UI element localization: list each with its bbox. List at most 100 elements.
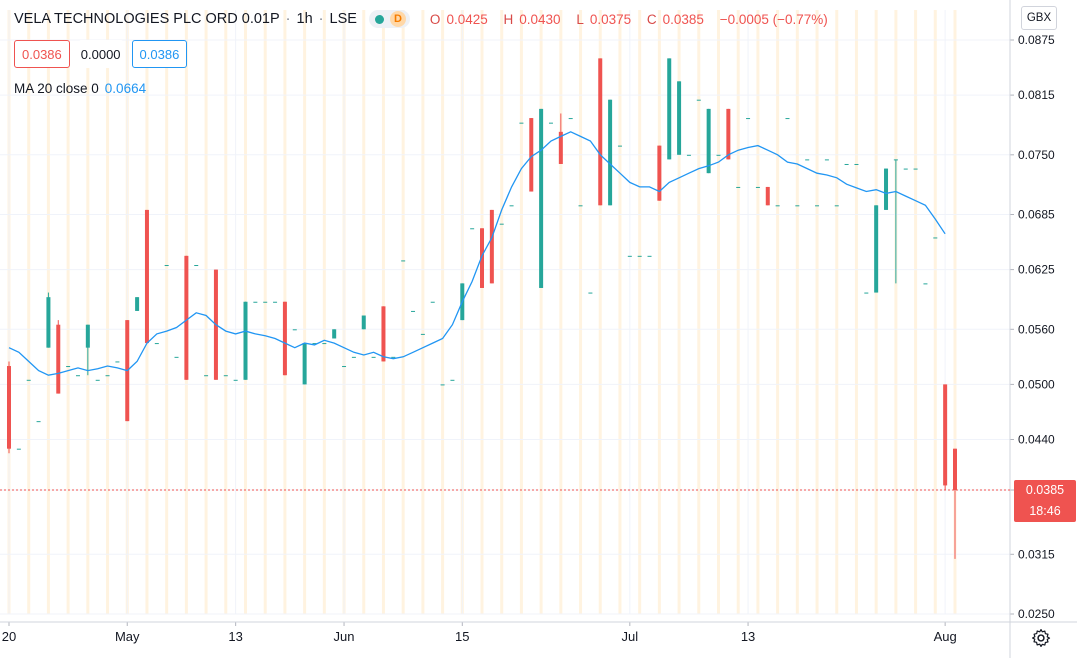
candle[interactable] [144, 209, 149, 344]
candle[interactable] [430, 301, 435, 303]
candle[interactable] [36, 421, 41, 423]
ma-line[interactable] [8, 131, 946, 376]
candle[interactable] [391, 356, 396, 358]
candle[interactable] [598, 58, 603, 206]
candle[interactable] [194, 265, 199, 267]
candle[interactable] [292, 329, 297, 331]
candle[interactable] [874, 205, 879, 293]
candle[interactable] [746, 118, 751, 120]
candle[interactable] [302, 343, 307, 385]
candle[interactable] [7, 361, 11, 454]
candle[interactable] [174, 356, 179, 358]
candle[interactable] [470, 228, 475, 230]
candle[interactable] [637, 255, 642, 257]
candle[interactable] [282, 301, 287, 376]
candle[interactable] [548, 122, 553, 124]
indicator-label[interactable]: MA 20 close 0 [14, 81, 99, 96]
candle[interactable] [371, 356, 376, 358]
candle[interactable] [243, 301, 248, 380]
candle[interactable] [558, 113, 563, 164]
bid-price-box[interactable]: 0.0386 [14, 40, 70, 68]
candle[interactable] [440, 384, 445, 386]
candle[interactable] [775, 205, 780, 207]
candle[interactable] [785, 118, 790, 120]
candle[interactable] [253, 301, 258, 303]
candle[interactable] [519, 122, 524, 124]
gear-icon[interactable] [1030, 627, 1052, 649]
candle[interactable] [953, 448, 957, 559]
candle[interactable] [361, 315, 366, 330]
candle[interactable] [115, 361, 120, 363]
candle[interactable] [529, 118, 534, 192]
interval-label[interactable]: 1h [296, 11, 313, 27]
candle[interactable] [834, 205, 839, 207]
candle[interactable] [884, 168, 889, 210]
candle[interactable] [105, 375, 110, 377]
candle[interactable] [184, 255, 189, 380]
symbol-header[interactable]: VELA TECHNOLOGIES PLC ORD 0.01P · 1h · L… [14, 8, 834, 30]
candle[interactable] [56, 320, 61, 394]
candle[interactable] [568, 118, 573, 120]
candle[interactable] [16, 448, 21, 450]
candle[interactable] [312, 343, 317, 345]
ask-price-box[interactable]: 0.0386 [131, 40, 188, 68]
candle[interactable] [647, 255, 652, 257]
candle[interactable] [588, 292, 593, 294]
candle[interactable] [26, 379, 31, 381]
candle[interactable] [627, 255, 632, 257]
candle[interactable] [499, 223, 504, 225]
candle[interactable] [164, 265, 169, 267]
candle[interactable] [381, 306, 386, 362]
candle[interactable] [95, 379, 100, 381]
currency-button[interactable]: GBX [1021, 6, 1057, 30]
candle[interactable] [273, 301, 278, 303]
candle[interactable] [85, 324, 90, 376]
candle[interactable] [480, 228, 484, 288]
candle[interactable] [263, 301, 268, 303]
candle[interactable] [351, 356, 356, 358]
candle[interactable] [933, 237, 938, 239]
candle[interactable] [726, 108, 731, 160]
candle[interactable] [204, 375, 209, 377]
candle[interactable] [913, 168, 918, 170]
candle[interactable] [509, 205, 514, 207]
candle[interactable] [66, 366, 71, 368]
candle[interactable] [716, 154, 721, 156]
candle[interactable] [765, 186, 770, 206]
candle[interactable] [46, 292, 51, 348]
candle[interactable] [657, 145, 662, 201]
candle[interactable] [893, 159, 898, 284]
candle[interactable] [755, 186, 760, 188]
candle[interactable] [706, 108, 711, 174]
candle[interactable] [420, 333, 425, 335]
candle[interactable] [332, 329, 337, 339]
candle[interactable] [75, 375, 80, 377]
candle[interactable] [686, 154, 691, 156]
candle[interactable] [401, 260, 406, 262]
candle[interactable] [342, 366, 347, 368]
candle[interactable] [322, 343, 327, 345]
candle[interactable] [824, 159, 829, 161]
candle[interactable] [411, 310, 416, 312]
candle[interactable] [677, 81, 682, 155]
candle[interactable] [923, 283, 928, 285]
candle[interactable] [608, 99, 613, 206]
candle[interactable] [696, 99, 701, 101]
candle[interactable] [617, 145, 622, 147]
candle[interactable] [135, 297, 140, 311]
candle[interactable] [943, 384, 948, 491]
candle[interactable] [233, 379, 238, 381]
candle[interactable] [223, 375, 228, 377]
candle[interactable] [578, 205, 583, 207]
candle[interactable] [795, 205, 800, 207]
market-status[interactable]: D [368, 10, 410, 28]
candle[interactable] [539, 108, 544, 288]
candle[interactable] [667, 58, 672, 160]
candle[interactable] [154, 343, 159, 345]
candle[interactable] [489, 209, 494, 284]
candle[interactable] [903, 168, 908, 170]
candle[interactable] [805, 159, 810, 161]
candle[interactable] [815, 205, 820, 207]
